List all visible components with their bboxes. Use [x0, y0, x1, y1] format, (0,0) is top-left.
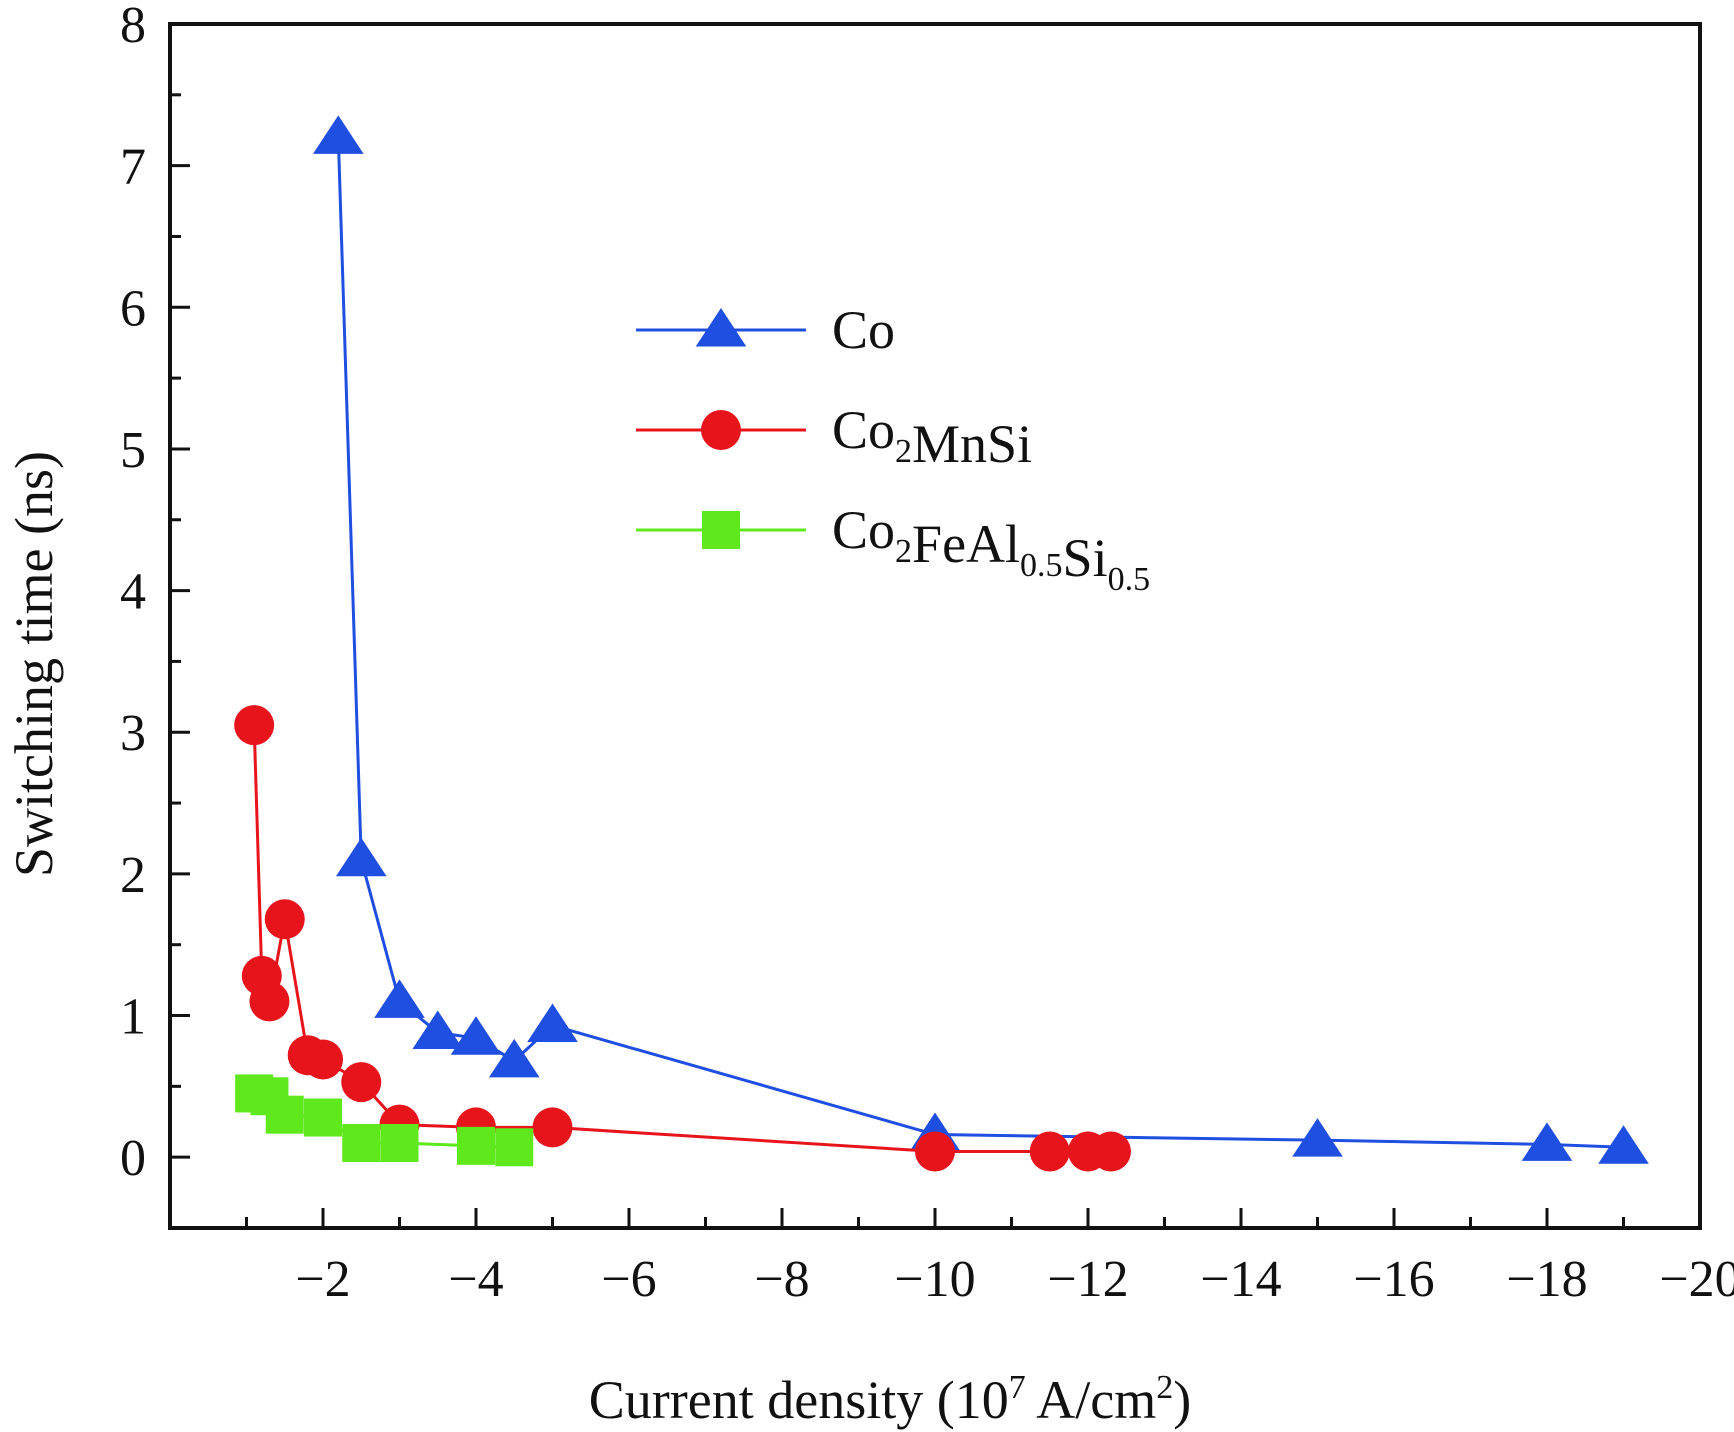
data-point-co2feal-si	[495, 1128, 534, 1167]
data-point-co2feal-si	[304, 1098, 342, 1137]
x-tick-label: −20	[1659, 1251, 1734, 1308]
legend-label: Co2MnSi	[832, 400, 1032, 474]
data-point-co2mnsi	[915, 1131, 955, 1172]
data-point-co2mnsi	[532, 1107, 573, 1148]
legend-item-co: Co	[636, 300, 895, 360]
data-point-co	[488, 1038, 540, 1078]
data-point-co	[527, 1003, 578, 1042]
legend: Co Co2MnSi Co2FeAl0.5Si0.5	[636, 300, 1150, 598]
data-point-co2feal-si	[342, 1124, 381, 1163]
x-tick-label: −2	[295, 1251, 350, 1308]
x-axis-title-exponent-2: 2	[1156, 1369, 1173, 1406]
legend-marker	[702, 511, 740, 549]
data-point-co	[1521, 1122, 1573, 1161]
x-tick-label: −12	[1047, 1251, 1128, 1308]
x-tick-label: −4	[448, 1251, 503, 1308]
data-point-co2mnsi	[1090, 1131, 1131, 1172]
data-point-co	[1598, 1125, 1649, 1164]
data-point-co	[374, 979, 425, 1018]
x-axis-title-unit: A/cm	[1026, 1370, 1157, 1430]
data-point-co	[412, 1010, 464, 1050]
y-tick-label: 3	[120, 705, 146, 762]
legend-item-co2mnsi: Co2MnSi	[636, 400, 1032, 474]
x-axis-ticks: −2 −4 −6 −8 −10 −12 −14 −16 −18 −20	[245, 1208, 1734, 1308]
data-point-co2feal-si	[380, 1124, 419, 1163]
data-point-co	[1292, 1118, 1343, 1157]
data-point-co	[335, 837, 387, 877]
y-tick-label: 0	[120, 1130, 146, 1187]
x-tick-label: −16	[1353, 1251, 1434, 1308]
y-tick-label: 7	[120, 139, 146, 196]
y-tick-label: 2	[120, 847, 146, 904]
y-tick-label: 8	[120, 0, 146, 54]
data-point-co	[313, 115, 364, 154]
y-tick-label: 5	[120, 422, 146, 479]
y-tick-label: 6	[120, 280, 146, 337]
legend-item-co2feal-si: Co2FeAl0.5Si0.5	[636, 500, 1150, 598]
x-axis-title: Current density (107 A/cm2)	[589, 1369, 1191, 1430]
series-co	[313, 115, 1649, 1164]
x-tick-label: −8	[754, 1251, 809, 1308]
x-tick-label: −6	[601, 1251, 656, 1308]
x-axis-title-exponent-1: 7	[1009, 1369, 1026, 1406]
y-tick-label: 4	[120, 564, 146, 621]
legend-label: Co2FeAl0.5Si0.5	[832, 500, 1150, 598]
data-point-co2mnsi	[264, 899, 305, 940]
data-point-co2mnsi	[1029, 1131, 1070, 1172]
legend-marker	[695, 308, 747, 347]
series-layer	[234, 115, 1649, 1172]
x-tick-label: −14	[1200, 1251, 1281, 1308]
legend-label: Co	[832, 300, 895, 360]
data-point-co2mnsi	[303, 1039, 343, 1080]
data-point-co	[450, 1016, 502, 1055]
legend-marker	[701, 410, 741, 450]
x-tick-label: −10	[894, 1251, 975, 1308]
x-axis-title-close: )	[1173, 1370, 1191, 1430]
y-axis-ticks: 0 1 2 3 4 5 6 7 8	[120, 0, 190, 1187]
y-axis-title: Switching time (ns)	[4, 451, 64, 877]
x-axis-title-main: Current density (10	[589, 1370, 1009, 1430]
data-point-co2mnsi	[234, 705, 275, 746]
data-point-co2feal-si	[265, 1095, 304, 1134]
data-point-co2mnsi	[341, 1062, 382, 1103]
x-tick-label: −18	[1506, 1251, 1587, 1308]
data-point-co2mnsi	[249, 981, 290, 1022]
series-co2feal-si	[235, 1074, 534, 1167]
data-point-co2feal-si	[457, 1126, 495, 1165]
y-tick-label: 1	[120, 989, 146, 1046]
